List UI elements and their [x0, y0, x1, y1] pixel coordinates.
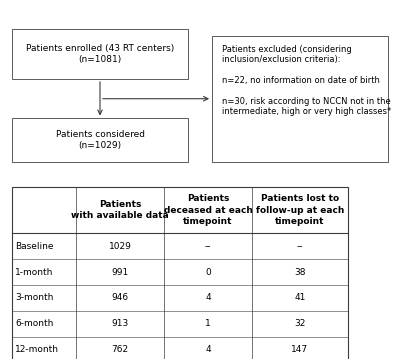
Text: 991: 991 [111, 267, 129, 277]
Text: 6-month: 6-month [15, 319, 54, 328]
Text: 38: 38 [294, 267, 306, 277]
Bar [12, 118, 188, 162]
Text: --: -- [297, 242, 303, 251]
Text: Patients considered
(n=1029): Patients considered (n=1029) [56, 130, 144, 150]
Text: 12-month: 12-month [15, 345, 59, 354]
Text: --: -- [205, 242, 211, 251]
Bar [12, 187, 348, 359]
Text: Baseline: Baseline [15, 242, 54, 251]
Text: Patients
with available data: Patients with available data [71, 200, 169, 220]
Text: 0: 0 [205, 267, 211, 277]
Text: 762: 762 [112, 345, 128, 354]
Text: 147: 147 [292, 345, 308, 354]
Bar [212, 36, 388, 162]
Text: 4: 4 [205, 345, 211, 354]
Text: 946: 946 [112, 293, 128, 303]
Text: 1029: 1029 [108, 242, 132, 251]
Text: Patients
deceased at each
timepoint: Patients deceased at each timepoint [164, 195, 252, 225]
Text: 1-month: 1-month [15, 267, 54, 277]
Text: 32: 32 [294, 319, 306, 328]
Text: 913: 913 [111, 319, 129, 328]
Text: 1: 1 [205, 319, 211, 328]
Text: Patients enrolled (43 RT centers)
(n=1081): Patients enrolled (43 RT centers) (n=108… [26, 44, 174, 64]
Text: 3-month: 3-month [15, 293, 54, 303]
Text: 41: 41 [294, 293, 306, 303]
Bar [12, 29, 188, 79]
Text: Patients excluded (considering
inclusion/exclusion criteria):

n=22, no informat: Patients excluded (considering inclusion… [222, 45, 391, 116]
Text: Patients lost to
follow-up at each
timepoint: Patients lost to follow-up at each timep… [256, 195, 344, 225]
Text: 4: 4 [205, 293, 211, 303]
